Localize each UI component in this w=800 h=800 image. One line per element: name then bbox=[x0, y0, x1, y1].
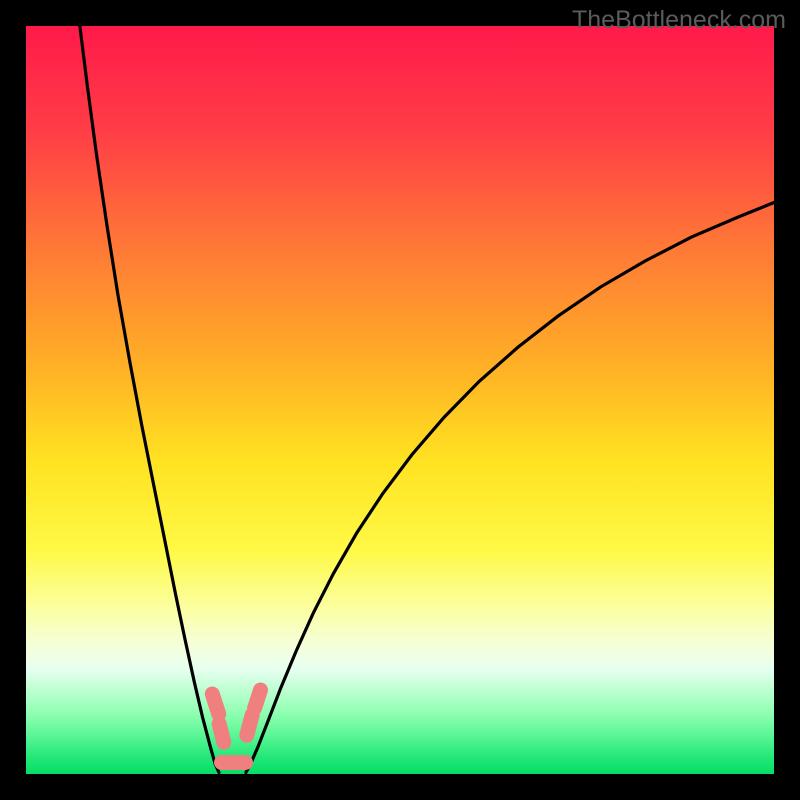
watermark-text: TheBottleneck.com bbox=[572, 6, 786, 35]
valley-marker bbox=[214, 755, 253, 770]
curve-right bbox=[246, 203, 774, 773]
curve-left bbox=[80, 26, 219, 773]
plot-frame bbox=[26, 26, 774, 774]
bottleneck-curves bbox=[26, 26, 774, 774]
